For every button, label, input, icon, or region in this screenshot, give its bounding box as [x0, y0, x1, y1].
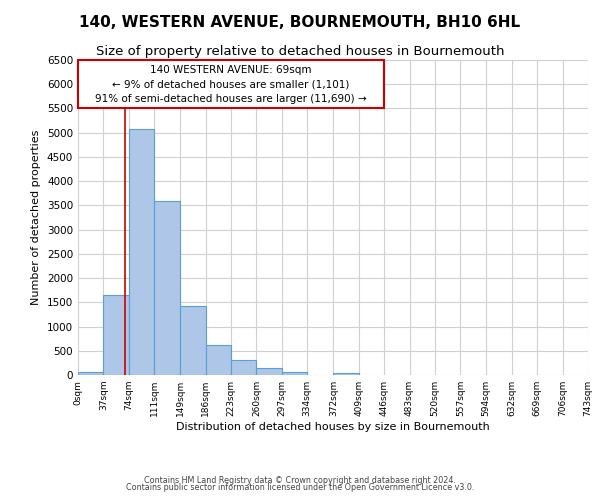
- Text: 140, WESTERN AVENUE, BOURNEMOUTH, BH10 6HL: 140, WESTERN AVENUE, BOURNEMOUTH, BH10 6…: [79, 15, 521, 30]
- Bar: [78, 60, 384, 108]
- Bar: [282, 372, 307, 375]
- Y-axis label: Number of detached properties: Number of detached properties: [31, 130, 41, 305]
- Text: Contains HM Land Registry data © Crown copyright and database right 2024.: Contains HM Land Registry data © Crown c…: [144, 476, 456, 485]
- Bar: [334, 372, 359, 375]
- Bar: [256, 368, 282, 375]
- Bar: [180, 306, 206, 375]
- X-axis label: Distribution of detached houses by size in Bournemouth: Distribution of detached houses by size …: [176, 422, 490, 432]
- Bar: [103, 295, 129, 375]
- Text: Contains public sector information licensed under the Open Government Licence v3: Contains public sector information licen…: [126, 484, 474, 492]
- Text: Size of property relative to detached houses in Bournemouth: Size of property relative to detached ho…: [96, 45, 504, 58]
- Bar: [206, 346, 231, 375]
- Bar: [231, 360, 256, 375]
- Bar: [78, 372, 103, 375]
- Text: 140 WESTERN AVENUE: 69sqm
← 9% of detached houses are smaller (1,101)
91% of sem: 140 WESTERN AVENUE: 69sqm ← 9% of detach…: [95, 65, 367, 104]
- Bar: [129, 129, 154, 375]
- Bar: [154, 200, 179, 375]
